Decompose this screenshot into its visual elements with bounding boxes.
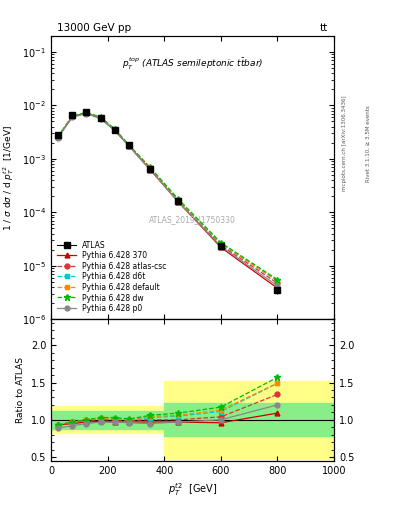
Pythia 6.428 p0 xyxy=(127,143,131,150)
Pythia 6.428 dw xyxy=(112,126,117,132)
Pythia 6.428 default xyxy=(127,142,131,148)
Pythia 6.428 default xyxy=(98,115,103,121)
Pythia 6.428 dw xyxy=(84,109,89,115)
Text: tt: tt xyxy=(320,23,329,33)
Pythia 6.428 dw xyxy=(70,113,75,119)
Pythia 6.428 d6t xyxy=(219,241,223,247)
Pythia 6.428 p0 xyxy=(98,116,103,122)
Pythia 6.428 atlas-csc xyxy=(84,110,89,116)
Pythia 6.428 370 xyxy=(84,110,89,116)
Pythia 6.428 atlas-csc xyxy=(127,142,131,148)
Line: Pythia 6.428 atlas-csc: Pythia 6.428 atlas-csc xyxy=(56,110,280,286)
Pythia 6.428 atlas-csc xyxy=(112,126,117,133)
Pythia 6.428 dw xyxy=(275,276,280,283)
Pythia 6.428 default xyxy=(148,165,152,171)
Pythia 6.428 370 xyxy=(127,143,131,149)
Pythia 6.428 dw xyxy=(148,164,152,170)
Pythia 6.428 default xyxy=(219,241,223,247)
Pythia 6.428 370 xyxy=(98,115,103,121)
Pythia 6.428 p0 xyxy=(84,111,89,117)
Pythia 6.428 dw xyxy=(219,240,223,246)
Pythia 6.428 d6t xyxy=(148,165,152,171)
Pythia 6.428 atlas-csc xyxy=(219,242,223,248)
X-axis label: $p_T^{t2}$  [GeV]: $p_T^{t2}$ [GeV] xyxy=(168,481,217,498)
Pythia 6.428 370 xyxy=(176,199,181,205)
Pythia 6.428 atlas-csc xyxy=(148,166,152,172)
Pythia 6.428 atlas-csc xyxy=(176,198,181,204)
Pythia 6.428 370 xyxy=(70,113,75,119)
Text: Rivet 3.1.10, ≥ 3.5M events: Rivet 3.1.10, ≥ 3.5M events xyxy=(365,105,371,182)
Pythia 6.428 370 xyxy=(56,134,61,140)
Polygon shape xyxy=(51,381,334,459)
Pythia 6.428 default xyxy=(176,197,181,203)
Pythia 6.428 d6t xyxy=(176,197,181,203)
Polygon shape xyxy=(51,403,334,436)
Y-axis label: Ratio to ATLAS: Ratio to ATLAS xyxy=(16,357,25,423)
Pythia 6.428 d6t xyxy=(84,109,89,115)
Y-axis label: 1 / $\sigma$ d$\sigma$ / d $p_T^{t2}$  [1/GeV]: 1 / $\sigma$ d$\sigma$ / d $p_T^{t2}$ [1… xyxy=(2,124,17,230)
Pythia 6.428 p0 xyxy=(56,135,61,141)
Pythia 6.428 d6t xyxy=(70,113,75,119)
Pythia 6.428 default xyxy=(84,109,89,115)
Line: Pythia 6.428 default: Pythia 6.428 default xyxy=(56,110,280,283)
Pythia 6.428 d6t xyxy=(56,134,61,140)
Line: Pythia 6.428 370: Pythia 6.428 370 xyxy=(56,111,280,291)
Pythia 6.428 atlas-csc xyxy=(275,280,280,286)
Pythia 6.428 default xyxy=(70,113,75,119)
Pythia 6.428 atlas-csc xyxy=(70,113,75,119)
Pythia 6.428 p0 xyxy=(275,283,280,289)
Pythia 6.428 370 xyxy=(219,244,223,250)
Pythia 6.428 370 xyxy=(148,166,152,173)
Legend: ATLAS, Pythia 6.428 370, Pythia 6.428 atlas-csc, Pythia 6.428 d6t, Pythia 6.428 : ATLAS, Pythia 6.428 370, Pythia 6.428 at… xyxy=(55,239,169,315)
Line: Pythia 6.428 dw: Pythia 6.428 dw xyxy=(55,109,281,283)
Pythia 6.428 d6t xyxy=(127,142,131,148)
Text: 13000 GeV pp: 13000 GeV pp xyxy=(57,23,131,33)
Pythia 6.428 default xyxy=(56,134,61,140)
Pythia 6.428 atlas-csc xyxy=(98,115,103,121)
Line: Pythia 6.428 p0: Pythia 6.428 p0 xyxy=(56,111,280,288)
Pythia 6.428 p0 xyxy=(112,127,117,134)
Line: Pythia 6.428 d6t: Pythia 6.428 d6t xyxy=(56,110,280,283)
Pythia 6.428 p0 xyxy=(70,114,75,120)
Pythia 6.428 atlas-csc xyxy=(56,134,61,140)
Pythia 6.428 p0 xyxy=(148,167,152,173)
Pythia 6.428 d6t xyxy=(112,126,117,133)
Pythia 6.428 p0 xyxy=(219,243,223,249)
Pythia 6.428 dw xyxy=(127,142,131,148)
Text: $p_T^{top}$ (ATLAS semileptonic t$\bar{t}$bar): $p_T^{top}$ (ATLAS semileptonic t$\bar{t… xyxy=(122,56,263,72)
Pythia 6.428 d6t xyxy=(275,278,280,284)
Pythia 6.428 p0 xyxy=(176,199,181,205)
Pythia 6.428 default xyxy=(275,278,280,284)
Text: ATLAS_2019_I1750330: ATLAS_2019_I1750330 xyxy=(149,216,236,224)
Pythia 6.428 default xyxy=(112,126,117,133)
Text: mcplots.cern.ch [arXiv:1306.3436]: mcplots.cern.ch [arXiv:1306.3436] xyxy=(342,96,347,191)
Pythia 6.428 370 xyxy=(112,127,117,134)
Pythia 6.428 d6t xyxy=(98,115,103,121)
Pythia 6.428 dw xyxy=(98,114,103,120)
Pythia 6.428 dw xyxy=(56,134,61,140)
Pythia 6.428 370 xyxy=(275,285,280,291)
Pythia 6.428 dw xyxy=(176,196,181,202)
